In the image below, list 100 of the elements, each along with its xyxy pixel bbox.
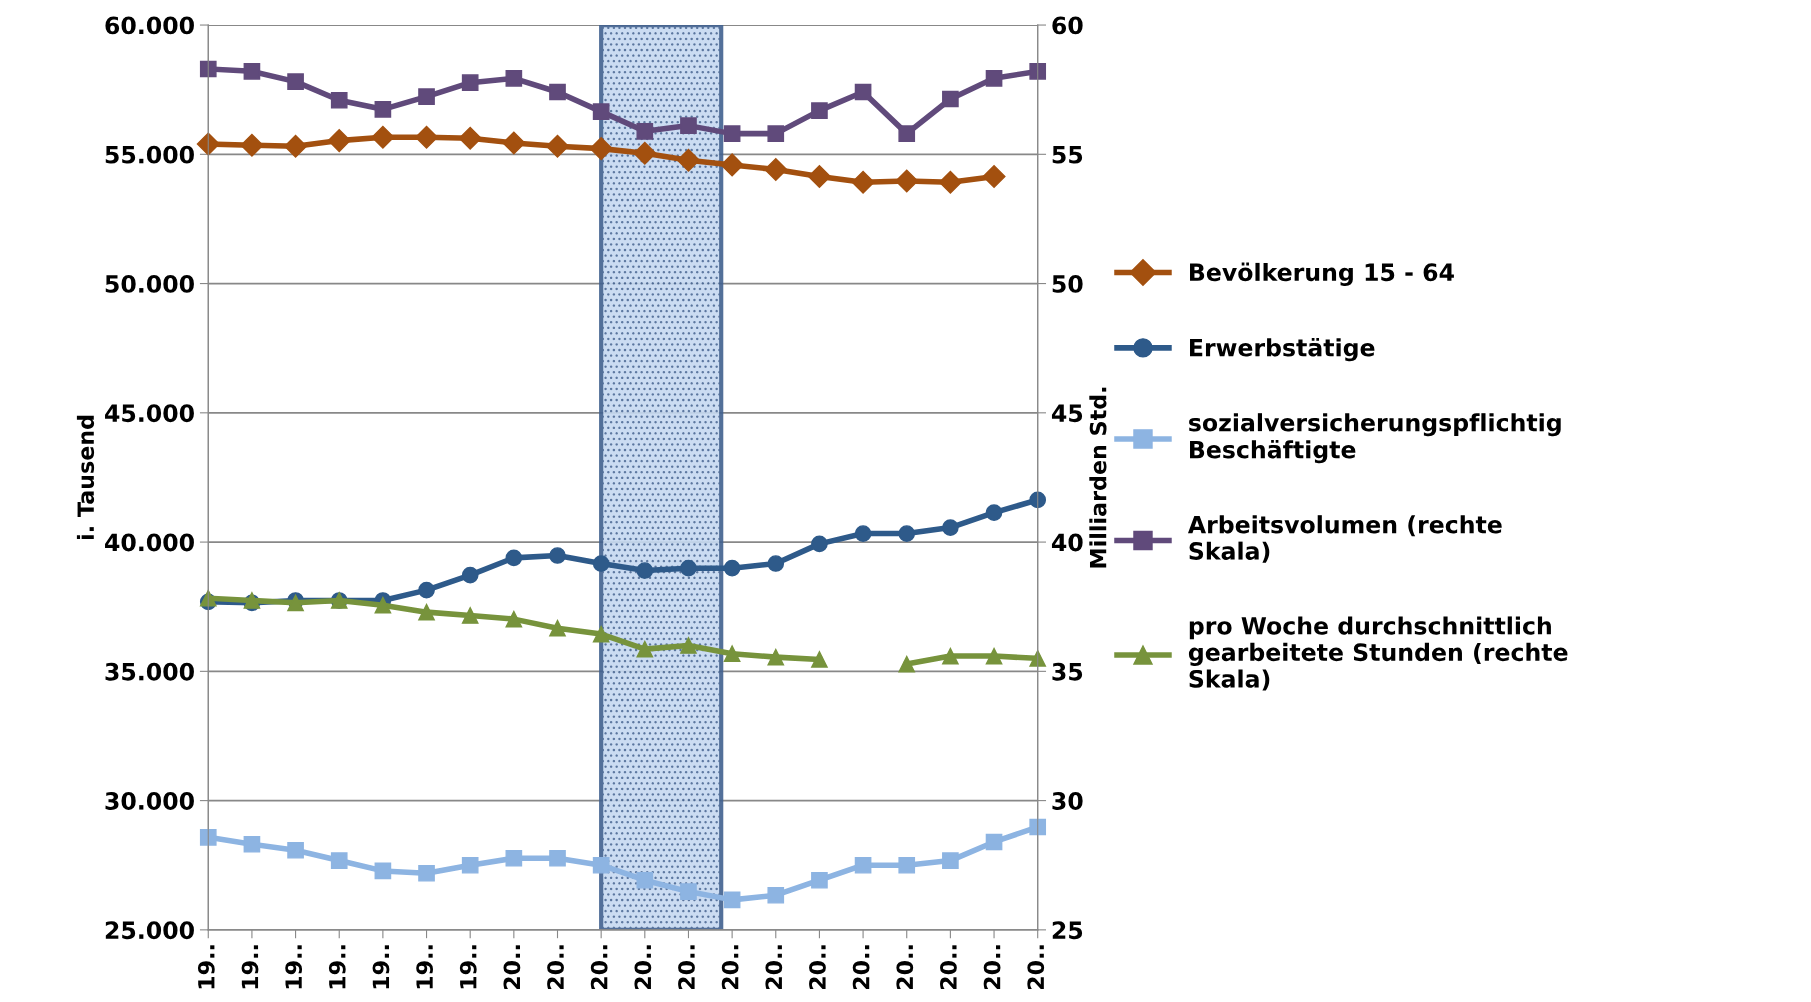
point [287,841,304,859]
y2-tick-label: 55 [1052,146,1083,164]
point [723,125,741,142]
x-tick-label: 20.. [852,945,870,990]
point [589,137,613,161]
point [723,559,741,577]
x-tick-label: 19.. [241,945,259,989]
point [982,165,1006,189]
y2-tick-label: 45 [1051,404,1083,423]
y2-tick-label: 50 [1052,275,1083,293]
point [461,607,479,624]
point [811,535,828,553]
y-tick-label: 35.000 [105,662,194,681]
point [985,504,1003,521]
point [898,125,916,142]
point [330,852,348,869]
point [1029,818,1047,836]
x-tick-label: 20.. [809,945,826,990]
point [243,835,261,853]
x-tick-label: 20.. [678,945,695,990]
y-tick-label: 60.000 [105,16,194,35]
x-tick-label: 20.. [896,945,914,990]
point [592,103,610,120]
point [199,828,217,846]
point [418,603,435,621]
x-tick-label: 19.. [459,945,477,989]
y2-tick-label: 40 [1051,533,1083,552]
point [505,849,523,867]
point [461,566,479,584]
x-tick-label: 20.. [721,945,739,990]
point [636,122,654,140]
point [546,134,569,158]
y-tick-label: 30.000 [105,792,194,810]
point [898,856,916,874]
x-tick-label: 20.. [765,945,783,990]
point [549,547,566,564]
point [284,134,308,158]
point [636,640,654,658]
point [811,871,828,889]
x-tick-label: 19.. [416,945,433,989]
point [633,141,657,165]
point [1029,491,1047,509]
point [461,74,479,92]
legend-label: sozialversicherungspflichtig Beschäftigte [1189,413,1561,464]
y2-tick-label: 60 [1052,16,1083,35]
y2-tick-label: 35 [1052,662,1083,681]
legend-label: Arbeitsvolumen (rechte Skala) [1187,515,1502,563]
point [854,83,872,101]
point [723,891,741,909]
point [942,519,959,536]
point [942,647,959,665]
point [811,102,828,119]
point [636,562,654,579]
legend-label: pro Woche durchschnittlich gearbeitete Stunden (rechte Skala) [1188,616,1568,691]
point [592,555,610,572]
point [767,555,785,572]
point [196,132,220,156]
point [811,651,828,668]
point [1029,62,1047,80]
point [505,549,523,567]
x-tick-label: 19.. [285,945,303,989]
y2-axis-title: Milliarden Std. [1089,387,1107,568]
point [505,610,523,628]
point [680,637,697,654]
legend-label: Bevölkerung 15 - 64 [1190,262,1454,286]
point [418,88,435,105]
point [680,117,697,134]
point [767,886,785,904]
point [636,871,654,889]
point [199,589,217,607]
point [723,645,741,663]
x-tick-label: 20.. [983,945,1001,990]
point [985,647,1003,665]
point [374,862,392,880]
point [676,148,700,172]
point [418,864,435,882]
point [461,856,479,874]
y2-tick-label: 30 [1052,792,1083,810]
point [898,525,916,542]
x-tick-label: 20.. [634,945,652,990]
point [680,559,697,577]
point [895,169,919,193]
y2-tick-label: 25 [1052,921,1083,940]
point [287,73,304,90]
x-tick-label: 20.. [547,945,564,990]
point [549,83,566,101]
x-tick-label: 19.. [372,945,390,989]
point [942,90,959,108]
point [854,856,872,874]
point [1029,650,1047,667]
point [199,60,217,78]
y-tick-label: 50.000 [105,275,194,293]
point [418,581,435,599]
point [898,655,916,673]
point [854,525,872,542]
point [767,648,785,666]
point [985,69,1003,87]
point [807,165,831,189]
x-tick-label: 20.. [590,945,608,990]
y-tick-label: 45.000 [105,404,194,423]
